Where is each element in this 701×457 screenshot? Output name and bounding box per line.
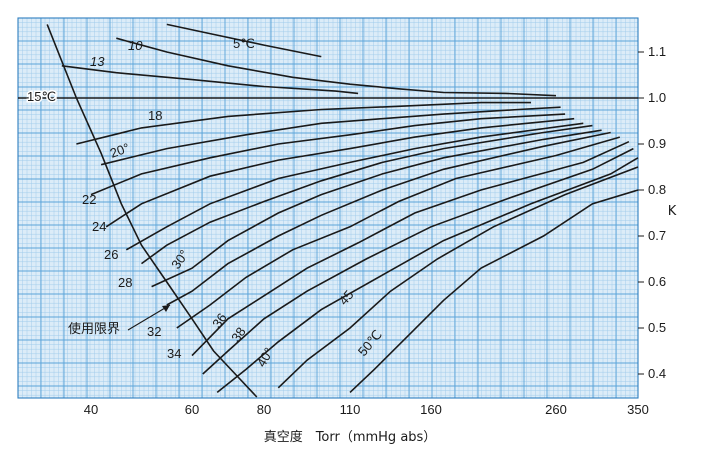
y-tick-label: 1.1 [648, 44, 666, 59]
y-tick-label: 0.9 [648, 136, 666, 151]
y-axis-label: K [668, 204, 677, 219]
y-tick-label: 1.0 [648, 90, 666, 105]
series-line [100, 106, 561, 166]
limit-arrow [127, 304, 171, 331]
series-line [116, 37, 557, 97]
series-line [166, 131, 611, 306]
series-line [216, 157, 639, 394]
limit-label: 使用限界 [68, 321, 120, 336]
series-line [76, 101, 531, 145]
series-line [349, 189, 639, 393]
tick-labels: 40 60 80 110 160 260 350 0.4 0.5 0.6 0.7 0.8 0.9 1.0 1… [84, 44, 666, 417]
x-tick-label: 350 [627, 402, 649, 417]
series-label: 13 [90, 54, 105, 69]
series-label: 22 [82, 192, 96, 207]
series-label: 32 [147, 324, 161, 339]
series-label: 15℃ [27, 89, 56, 104]
y-tick-label: 0.8 [648, 182, 666, 197]
series-curves [18, 23, 639, 394]
series-label: 18 [148, 108, 162, 123]
series-label: 5℃ [233, 36, 255, 51]
x-tick-label: 160 [420, 402, 442, 417]
series-label: 10 [128, 38, 143, 53]
x-tick-label: 60 [185, 402, 199, 417]
series-line [191, 140, 630, 357]
series-line [202, 147, 634, 375]
series-line [125, 122, 584, 251]
plot-background [18, 18, 638, 398]
usage-limit-curve [46, 24, 258, 398]
series-line [105, 117, 575, 228]
plot-frame [17, 17, 639, 399]
series-label: 20° [108, 140, 132, 161]
x-axis-label: 真空度 Torr（mmHg abs） [264, 429, 437, 445]
x-tick-label: 80 [257, 402, 271, 417]
series-line [61, 65, 359, 95]
series-label: 26 [104, 247, 118, 262]
limit-arrowhead [162, 305, 170, 312]
series-label: 28 [118, 275, 132, 290]
series-label: 34 [167, 346, 181, 361]
series-line [141, 124, 593, 265]
y-tick-label: 0.4 [648, 366, 666, 381]
series-label: 38 [228, 324, 249, 344]
y-tick-label: 0.6 [648, 274, 666, 289]
y-tick-label: 0.7 [648, 228, 666, 243]
series-line [176, 136, 621, 329]
series-line [277, 166, 639, 389]
grid [17, 17, 639, 399]
y-tick-label: 0.5 [648, 320, 666, 335]
series-line [151, 129, 602, 288]
limit-curve [46, 24, 258, 398]
x-tick-label: 110 [340, 402, 361, 417]
series-line [90, 113, 566, 196]
x-tick-label: 40 [84, 402, 98, 417]
series-label: 24 [92, 219, 106, 234]
x-tick-label: 260 [545, 402, 567, 417]
series-label: 36 [209, 310, 230, 330]
series-line [166, 23, 322, 58]
